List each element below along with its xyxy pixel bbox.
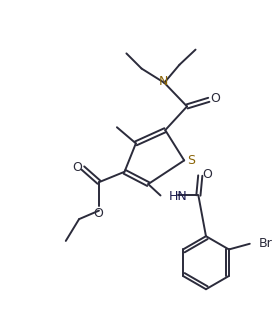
Text: N: N xyxy=(159,75,168,88)
Text: S: S xyxy=(187,154,195,167)
Text: Br: Br xyxy=(259,237,273,250)
Text: O: O xyxy=(93,207,103,220)
Text: O: O xyxy=(210,92,220,106)
Text: O: O xyxy=(202,168,212,181)
Text: O: O xyxy=(72,161,82,174)
Text: HN: HN xyxy=(169,190,188,203)
